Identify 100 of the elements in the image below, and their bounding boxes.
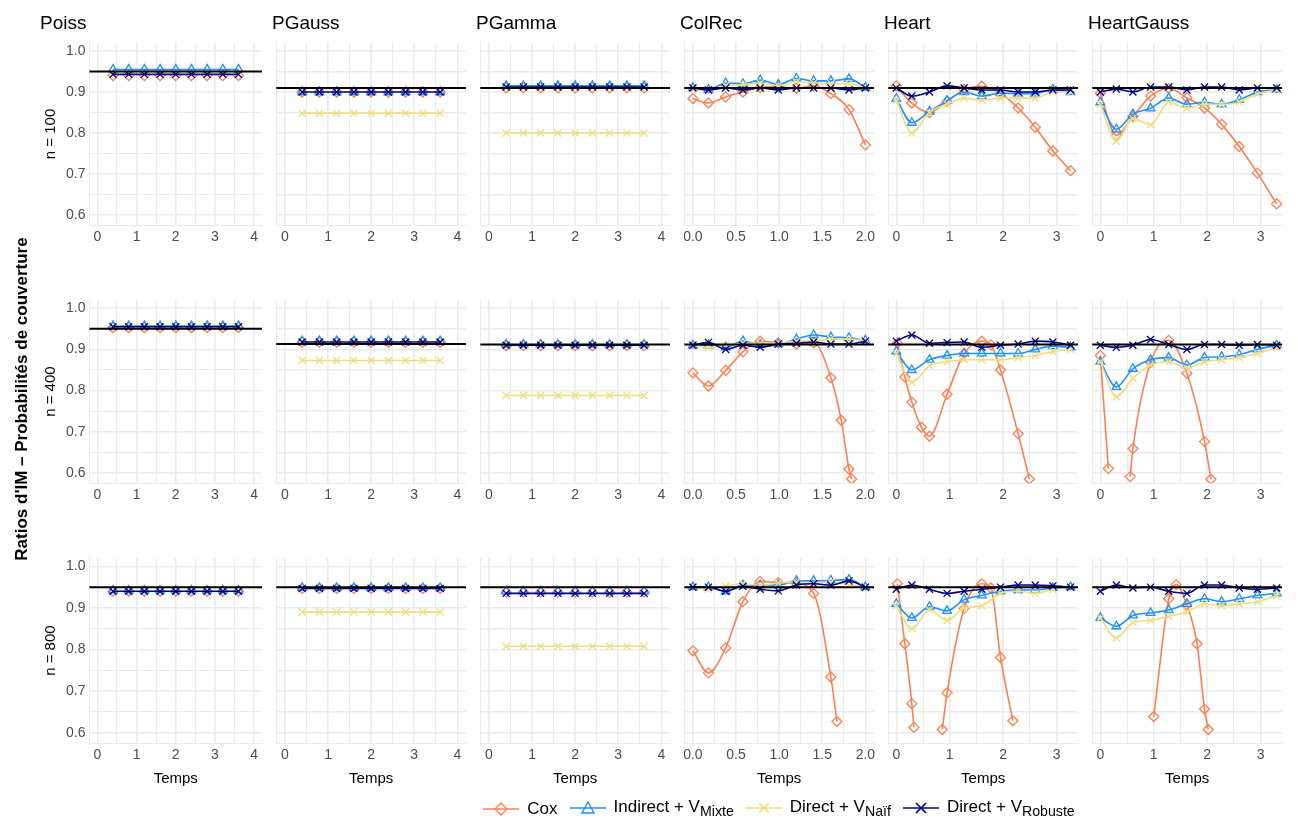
x-tick-label: 2 — [1203, 746, 1212, 763]
legend-label: Indirect + V$_{Mixte}$ — [613, 797, 734, 820]
x-tick-label: 4 — [453, 486, 462, 503]
x-tick-label: 2.0 — [855, 486, 876, 503]
y-tick-label: 0.9 — [65, 82, 86, 99]
x-tick-label: 1 — [132, 486, 141, 503]
y-tick-label: 0.9 — [65, 340, 86, 357]
x-tick-label: 4 — [250, 228, 259, 245]
x-tick-label: 2 — [1203, 486, 1212, 503]
x-tick-label: 1 — [324, 228, 333, 245]
chart-title: PGamma — [476, 11, 557, 33]
x-tick-label: 0.0 — [683, 228, 703, 245]
x-tick-label: 0.5 — [726, 746, 746, 763]
x-tick-label: 3 — [614, 746, 623, 763]
x-tick-label: 0 — [485, 486, 494, 503]
x-tick-label: 3 — [211, 746, 220, 763]
y-tick-label: 0.8 — [65, 640, 86, 657]
x-tick-label: 0 — [93, 486, 102, 503]
x-tick-label: 1 — [132, 746, 141, 763]
x-tick-label: 2 — [999, 228, 1008, 245]
x-tick-label: 1.5 — [812, 486, 833, 503]
x-tick-label: 2 — [171, 228, 180, 245]
chart-title: PGauss — [272, 11, 340, 33]
text: Ratios d'IM – Probabilités de couverture — [12, 237, 32, 561]
legend-label: Cox — [527, 798, 558, 819]
x-tick-label: 0 — [485, 228, 494, 245]
chart-title: Poiss — [40, 11, 87, 33]
x-tick-label: 0 — [892, 228, 901, 245]
x-tick-label: 2 — [1203, 228, 1212, 245]
x-axis-title: Temps — [349, 769, 394, 787]
x-tick-label: 0 — [892, 486, 901, 503]
x-tick-label: 3 — [614, 228, 623, 245]
x-axis-title: Temps — [757, 769, 802, 787]
x-tick-label: 1.0 — [769, 746, 790, 763]
x-tick-label: 2.0 — [855, 228, 876, 245]
x-tick-label: 2 — [571, 746, 580, 763]
x-tick-label: 4 — [657, 228, 666, 245]
x-tick-label: 2 — [171, 746, 180, 763]
y-tick-label: 1.0 — [65, 299, 86, 316]
x-tick-label: 2 — [571, 486, 580, 503]
x-tick-label: 3 — [1052, 228, 1061, 245]
x-tick-label: 0 — [1096, 746, 1105, 763]
y-tick-label: 0.8 — [65, 381, 86, 398]
x-tick-label: 3 — [410, 746, 419, 763]
x-tick-label: 0.0 — [683, 486, 703, 503]
x-tick-label: 3 — [410, 228, 419, 245]
y-tick-label: 1.0 — [65, 41, 86, 58]
y-tick-label: 0.9 — [65, 598, 86, 615]
x-tick-label: 0 — [281, 228, 290, 245]
x-tick-label: 0 — [93, 746, 102, 763]
x-tick-label: 3 — [410, 486, 419, 503]
y-tick-label: 0.8 — [65, 123, 86, 140]
x-tick-label: 3 — [1256, 486, 1265, 503]
x-tick-label: 3 — [1256, 228, 1265, 245]
y-tick-label: 0.6 — [65, 463, 86, 480]
x-tick-label: 0 — [281, 746, 290, 763]
x-tick-label: 3 — [1256, 746, 1265, 763]
legend-label: Direct + V$_{Naïf}$ — [789, 797, 891, 820]
x-tick-label: 1 — [945, 746, 954, 763]
x-axis-title: Temps — [153, 769, 198, 787]
x-axis-title: Temps — [961, 769, 1006, 787]
x-tick-label: 2 — [571, 228, 580, 245]
x-tick-label: 1 — [1149, 228, 1158, 245]
x-axis-title: Temps — [553, 769, 598, 787]
x-tick-label: 2 — [367, 746, 376, 763]
x-tick-label: 4 — [250, 486, 259, 503]
x-tick-label: 0.5 — [726, 486, 746, 503]
x-tick-label: 1 — [324, 486, 333, 503]
x-tick-label: 0 — [1096, 228, 1105, 245]
x-tick-label: 4 — [250, 746, 259, 763]
chart-title: ColRec — [680, 11, 743, 33]
x-tick-label: 2 — [999, 486, 1008, 503]
y-tick-label: 0.6 — [65, 723, 86, 740]
x-tick-label: 2 — [999, 746, 1008, 763]
x-tick-label: 1 — [1149, 486, 1158, 503]
x-tick-label: 4 — [657, 746, 666, 763]
y-axis-title: n = 800 — [41, 625, 59, 676]
x-tick-label: 4 — [453, 746, 462, 763]
x-tick-label: 2 — [367, 228, 376, 245]
x-tick-label: 1.0 — [769, 228, 790, 245]
y-tick-label: 1.0 — [65, 557, 86, 574]
x-tick-label: 1.5 — [812, 228, 833, 245]
x-tick-label: 0 — [281, 486, 290, 503]
y-axis-title: n = 400 — [41, 366, 59, 417]
x-tick-label: 4 — [657, 486, 666, 503]
y-tick-label: 0.7 — [65, 422, 86, 439]
x-tick-label: 2 — [367, 486, 376, 503]
x-tick-label: 1 — [324, 746, 333, 763]
x-tick-label: 1 — [528, 746, 537, 763]
x-tick-label: 3 — [211, 228, 220, 245]
x-tick-label: 2.0 — [855, 746, 876, 763]
x-tick-label: 1 — [1149, 746, 1158, 763]
x-tick-label: 3 — [211, 486, 220, 503]
x-tick-label: 1.5 — [812, 746, 833, 763]
y-tick-label: 0.6 — [65, 205, 86, 222]
x-axis-title: Temps — [1165, 769, 1210, 787]
x-tick-label: 1 — [945, 486, 954, 503]
x-tick-label: 0 — [1096, 486, 1105, 503]
x-tick-label: 4 — [453, 228, 462, 245]
x-tick-label: 1.0 — [769, 486, 790, 503]
